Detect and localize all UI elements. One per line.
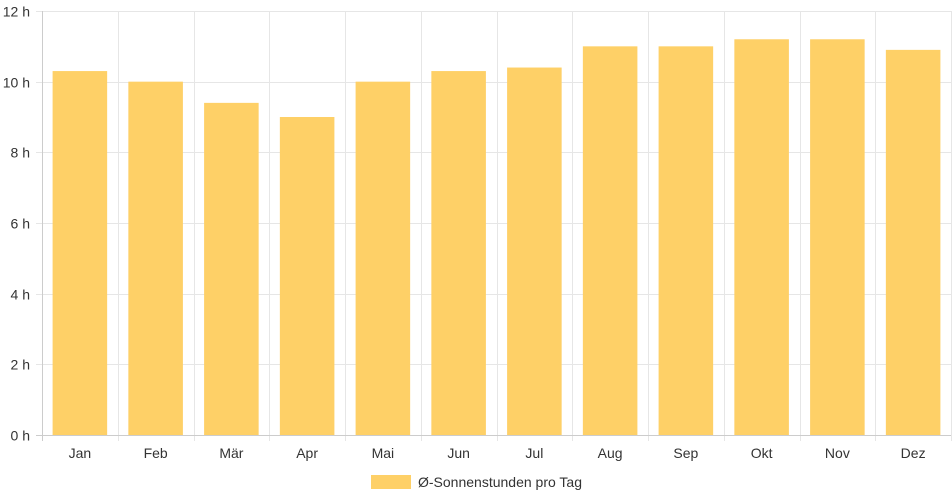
y-tick-label: 4 h [11, 287, 30, 303]
x-tick-labels: Jan Feb Mär Apr Mai Jun Jul Aug Sep Okt Nov Dez [69, 445, 926, 461]
x-tick-label: Jun [447, 445, 470, 461]
bar-sep[interactable] [658, 46, 714, 435]
bar-mai[interactable] [355, 81, 411, 436]
x-tick-label: Jan [69, 445, 92, 461]
x-tick-label: Mai [372, 445, 395, 461]
legend-swatch[interactable] [371, 475, 411, 489]
y-tick-label: 8 h [11, 145, 30, 161]
x-tick-label: Apr [296, 445, 318, 461]
bar-dez[interactable] [885, 49, 941, 435]
bars [52, 39, 941, 436]
x-tick-label: Feb [144, 445, 168, 461]
y-tick-labels: 0 h 2 h 4 h 6 h 8 h 10 h 12 h [3, 4, 30, 444]
axes [36, 11, 951, 441]
bar-nov[interactable] [810, 39, 865, 436]
y-tick-label: 12 h [3, 4, 30, 20]
bar-jul[interactable] [507, 67, 562, 436]
bar-okt[interactable] [734, 39, 789, 436]
grid-lines [36, 11, 952, 441]
bar-aug[interactable] [582, 46, 638, 435]
bar-jan[interactable] [52, 71, 108, 436]
x-tick-label: Okt [751, 445, 773, 461]
bar-mär[interactable] [204, 102, 259, 435]
bar-jun[interactable] [431, 71, 486, 436]
legend[interactable]: Ø-Sonnenstunden pro Tag [371, 474, 582, 490]
x-tick-label: Aug [598, 445, 623, 461]
bar-apr[interactable] [279, 117, 335, 435]
x-tick-label: Nov [825, 445, 850, 461]
x-tick-label: Jul [525, 445, 543, 461]
y-tick-label: 10 h [3, 75, 30, 91]
y-tick-label: 0 h [11, 428, 30, 444]
x-tick-label: Sep [673, 445, 698, 461]
bar-feb[interactable] [128, 81, 183, 436]
x-tick-label: Mär [219, 445, 243, 461]
legend-label[interactable]: Ø-Sonnenstunden pro Tag [418, 474, 582, 490]
y-tick-label: 6 h [11, 216, 30, 232]
x-tick-label: Dez [901, 445, 926, 461]
y-tick-label: 2 h [11, 357, 30, 373]
